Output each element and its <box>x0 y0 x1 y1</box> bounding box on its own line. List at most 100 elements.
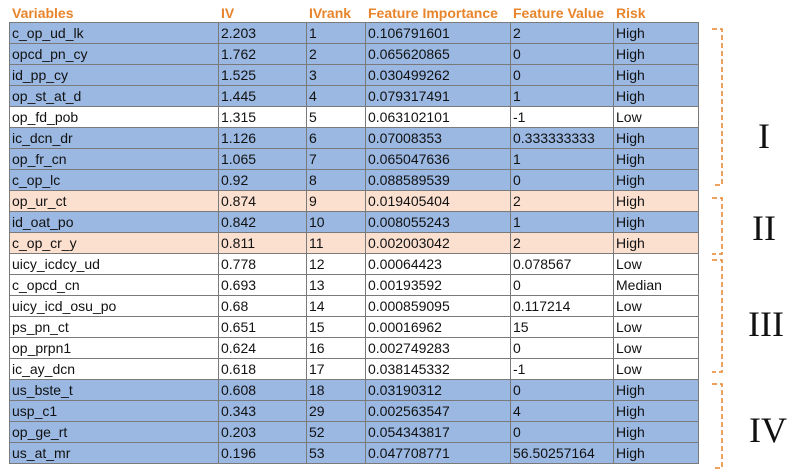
cell-iv: 0.778 <box>218 253 307 275</box>
group-label-3: III <box>748 304 784 344</box>
cell-feature-value: 2 <box>510 22 614 44</box>
table-row: id_oat_po 0.842 10 0.008055243 1 High <box>9 211 699 233</box>
cell-variable: op_fr_cn <box>9 148 219 170</box>
group-bracket-4: IV <box>712 383 787 469</box>
group-bracket-3: III <box>712 259 784 373</box>
cell-feature-value: 0 <box>510 64 614 86</box>
cell-feature-value: 1 <box>510 148 614 170</box>
cell-ivrank: 17 <box>306 358 366 380</box>
cell-feature-value: 1 <box>510 211 614 233</box>
cell-ivrank: 13 <box>306 274 366 296</box>
cell-risk: High <box>613 400 699 422</box>
table-row: usp_c1 0.343 29 0.002563547 4 High <box>9 400 699 422</box>
table-row: ic_ay_dcn 0.618 17 0.038145332 -1 Low <box>9 358 699 380</box>
cell-risk: High <box>613 169 699 191</box>
cell-risk: High <box>613 379 699 401</box>
cell-risk: Low <box>613 316 699 338</box>
cell-risk: High <box>613 211 699 233</box>
cell-feature-importance: 0.088589539 <box>365 169 511 191</box>
cell-ivrank: 15 <box>306 316 366 338</box>
group-bracket-2: II <box>712 197 776 255</box>
bracket-line <box>712 28 723 186</box>
cell-risk: High <box>613 22 699 44</box>
header-feature-value: Feature Value <box>510 2 614 23</box>
group-label-1: I <box>758 116 770 156</box>
cell-variable: opcd_pn_cy <box>9 43 219 65</box>
header-ivrank: IVrank <box>306 2 366 23</box>
cell-feature-importance: 0.030499262 <box>365 64 511 86</box>
cell-feature-value: 0.078567 <box>510 253 614 275</box>
cell-iv: 0.92 <box>218 169 307 191</box>
table-row: us_at_mr 0.196 53 0.047708771 56.50257164 Hig… <box>9 442 699 464</box>
bracket-line <box>712 383 723 469</box>
cell-feature-importance: 0.106791601 <box>365 22 511 44</box>
variables-table: Variables IV IVrank Feature Importance F… <box>9 2 699 464</box>
cell-variable: ic_dcn_dr <box>9 127 219 149</box>
cell-risk: High <box>613 421 699 443</box>
cell-variable: usp_c1 <box>9 400 219 422</box>
table-row: c_op_ud_lk 2.203 1 0.106791601 2 High <box>9 22 699 44</box>
cell-feature-value: 15 <box>510 316 614 338</box>
header-risk: Risk <box>613 2 699 23</box>
cell-ivrank: 11 <box>306 232 366 254</box>
cell-variable: uicy_icdcy_ud <box>9 253 219 275</box>
cell-feature-importance: 0.019405404 <box>365 190 511 212</box>
cell-iv: 1.762 <box>218 43 307 65</box>
cell-ivrank: 12 <box>306 253 366 275</box>
cell-ivrank: 52 <box>306 421 366 443</box>
cell-iv: 0.618 <box>218 358 307 380</box>
cell-ivrank: 6 <box>306 127 366 149</box>
cell-ivrank: 2 <box>306 43 366 65</box>
cell-feature-value: 0 <box>510 43 614 65</box>
cell-risk: High <box>613 232 699 254</box>
header-row: Variables IV IVrank Feature Importance F… <box>9 2 699 23</box>
cell-risk: High <box>613 43 699 65</box>
table-row: id_pp_cy 1.525 3 0.030499262 0 High <box>9 64 699 86</box>
cell-feature-value: 0 <box>510 274 614 296</box>
cell-feature-value: 0 <box>510 337 614 359</box>
cell-feature-importance: 0.07008353 <box>365 127 511 149</box>
cell-risk: Low <box>613 253 699 275</box>
cell-iv: 1.315 <box>218 106 307 128</box>
group-bracket-1: I <box>712 28 770 186</box>
cell-variable: op_fd_pob <box>9 106 219 128</box>
cell-ivrank: 1 <box>306 22 366 44</box>
cell-variable: op_prpn1 <box>9 337 219 359</box>
table-row: uicy_icd_osu_po 0.68 14 0.000859095 0.117214… <box>9 295 699 317</box>
table-row: us_bste_t 0.608 18 0.03190312 0 High <box>9 379 699 401</box>
cell-ivrank: 4 <box>306 85 366 107</box>
cell-variable: op_st_at_d <box>9 85 219 107</box>
cell-variable: c_opcd_cn <box>9 274 219 296</box>
cell-feature-importance: 0.079317491 <box>365 85 511 107</box>
cell-variable: op_ge_rt <box>9 421 219 443</box>
cell-variable: c_op_cr_y <box>9 232 219 254</box>
cell-feature-value: 1 <box>510 85 614 107</box>
cell-variable: c_op_lc <box>9 169 219 191</box>
cell-variable: us_at_mr <box>9 442 219 464</box>
cell-variable: id_pp_cy <box>9 64 219 86</box>
cell-feature-value: 0.117214 <box>510 295 614 317</box>
cell-feature-value: 0.333333333 <box>510 127 614 149</box>
table-row: op_fd_pob 1.315 5 0.063102101 -1 Low <box>9 106 699 128</box>
cell-risk: Median <box>613 274 699 296</box>
header-variables: Variables <box>9 2 219 23</box>
table-row: op_prpn1 0.624 16 0.002749283 0 Low <box>9 337 699 359</box>
cell-feature-value: 0 <box>510 421 614 443</box>
bracket-line <box>712 197 723 255</box>
cell-risk: High <box>613 148 699 170</box>
cell-feature-value: 0 <box>510 379 614 401</box>
cell-iv: 0.68 <box>218 295 307 317</box>
cell-feature-importance: 0.000859095 <box>365 295 511 317</box>
cell-iv: 0.203 <box>218 421 307 443</box>
cell-variable: c_op_ud_lk <box>9 22 219 44</box>
cell-ivrank: 8 <box>306 169 366 191</box>
cell-iv: 0.343 <box>218 400 307 422</box>
cell-feature-importance: 0.038145332 <box>365 358 511 380</box>
cell-feature-importance: 0.047708771 <box>365 442 511 464</box>
cell-feature-importance: 0.00193592 <box>365 274 511 296</box>
table-body: c_op_ud_lk 2.203 1 0.106791601 2 High opcd_pn_… <box>9 22 699 464</box>
cell-feature-importance: 0.00016962 <box>365 316 511 338</box>
group-label-4: IV <box>749 410 787 450</box>
group-label-2: II <box>752 208 776 248</box>
